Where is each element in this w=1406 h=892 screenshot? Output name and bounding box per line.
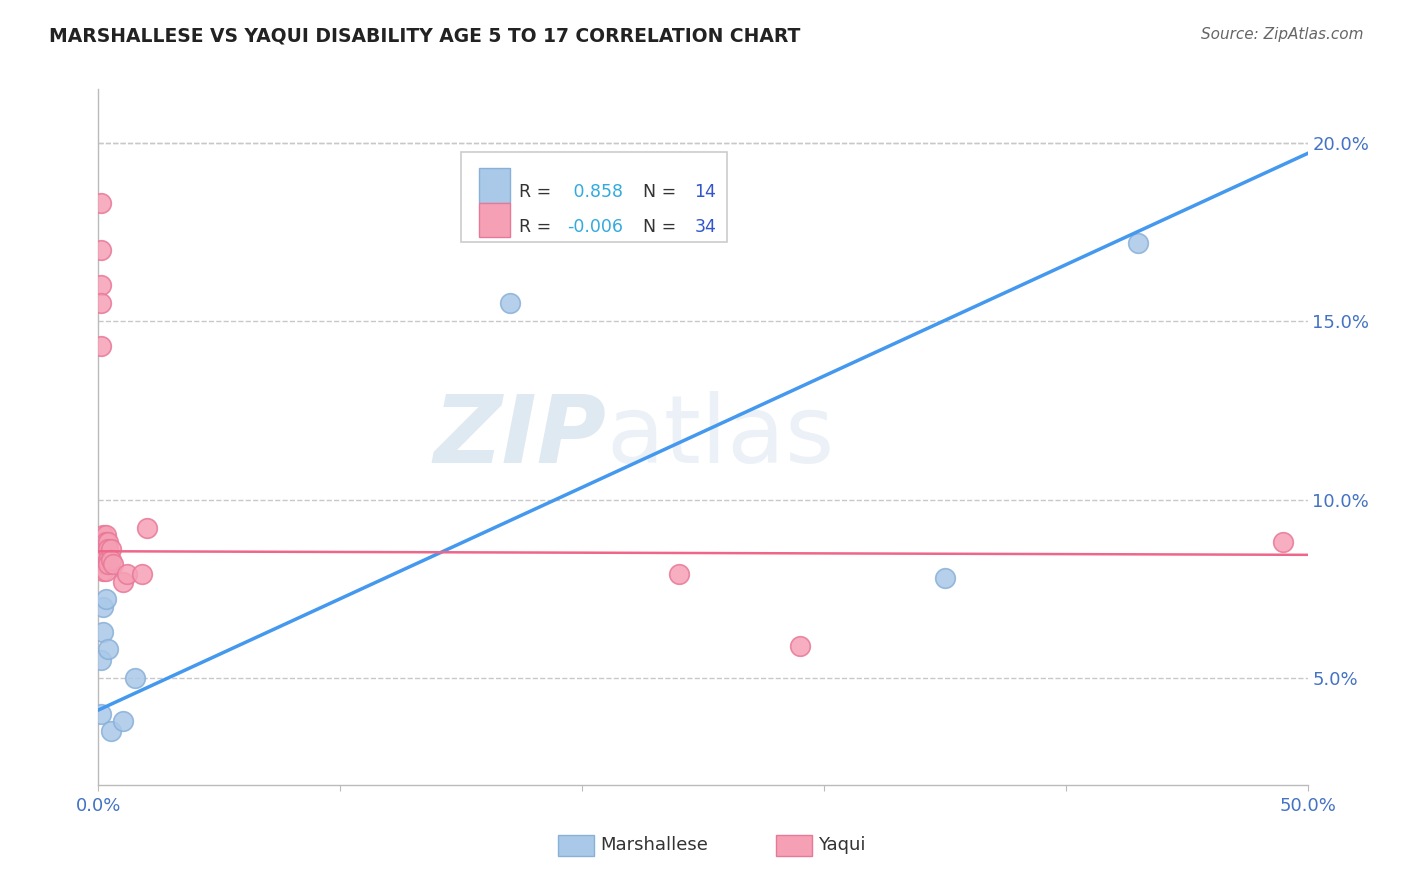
Point [91, 564, 114, 578]
Point [91, 542, 114, 557]
Point [91, 557, 114, 571]
FancyBboxPatch shape [776, 835, 811, 856]
Point [934, 571, 956, 585]
Text: R =: R = [519, 183, 557, 202]
Point [117, 567, 139, 582]
Point [91, 542, 114, 557]
Point [90, 653, 112, 667]
Text: -0.006: -0.006 [568, 218, 624, 236]
Point [97, 542, 120, 557]
Point [90, 243, 112, 257]
Text: Yaqui: Yaqui [818, 837, 865, 855]
Point [94, 557, 117, 571]
Text: N =: N = [631, 183, 682, 202]
Point [97, 642, 120, 657]
Point [94, 535, 117, 549]
Text: Marshallese: Marshallese [600, 837, 709, 855]
Point [94, 592, 117, 607]
Point [90, 278, 112, 293]
Point [90, 196, 112, 211]
Point [97, 557, 120, 571]
Text: 34: 34 [695, 218, 717, 236]
Point [94, 549, 117, 564]
Point [91, 624, 114, 639]
Text: R =: R = [519, 218, 557, 236]
Text: atlas: atlas [606, 391, 835, 483]
Point [111, 574, 134, 589]
Point [91, 599, 114, 614]
Point [97, 535, 120, 549]
Point [94, 528, 117, 542]
Point [91, 553, 114, 567]
Point [91, 546, 114, 560]
Point [111, 714, 134, 728]
Point [131, 567, 153, 582]
Point [94, 542, 117, 557]
FancyBboxPatch shape [558, 835, 595, 856]
Point [91, 528, 114, 542]
Point [498, 296, 520, 310]
Point [1272, 535, 1295, 549]
FancyBboxPatch shape [479, 168, 509, 202]
Point [135, 521, 157, 535]
Point [100, 542, 122, 557]
Text: 0.858: 0.858 [568, 183, 623, 202]
FancyBboxPatch shape [479, 202, 509, 237]
Point [789, 639, 811, 653]
Text: N =: N = [631, 218, 682, 236]
FancyBboxPatch shape [461, 152, 727, 243]
Point [97, 553, 120, 567]
Text: Source: ZipAtlas.com: Source: ZipAtlas.com [1201, 27, 1364, 42]
Text: 14: 14 [695, 183, 717, 202]
Text: ZIP: ZIP [433, 391, 606, 483]
Point [94, 546, 117, 560]
Point [94, 564, 117, 578]
Point [1128, 235, 1150, 250]
Point [100, 553, 122, 567]
Point [90, 339, 112, 353]
Point [90, 706, 112, 721]
Point [124, 671, 146, 685]
Point [101, 557, 124, 571]
Text: MARSHALLESE VS YAQUI DISABILITY AGE 5 TO 17 CORRELATION CHART: MARSHALLESE VS YAQUI DISABILITY AGE 5 TO… [49, 27, 800, 45]
Point [90, 296, 112, 310]
Point [100, 724, 122, 739]
Point [91, 535, 114, 549]
Point [668, 567, 690, 582]
